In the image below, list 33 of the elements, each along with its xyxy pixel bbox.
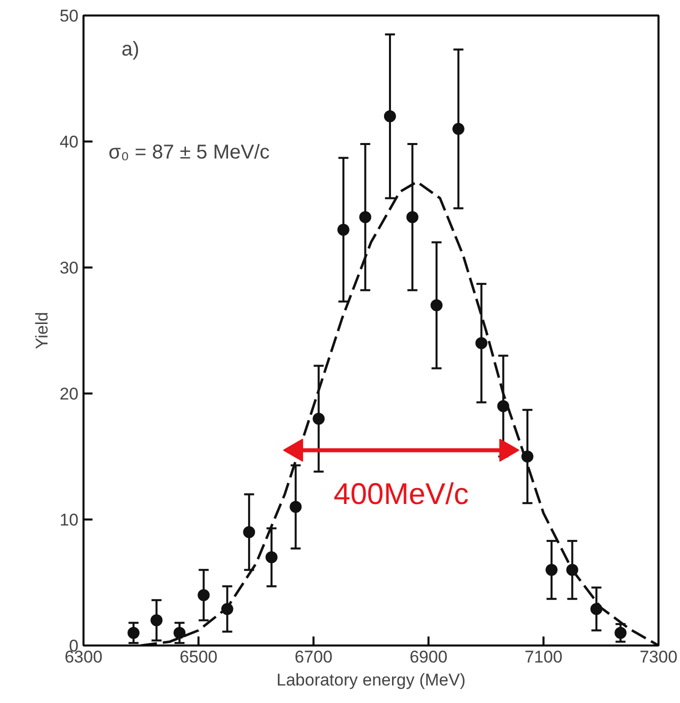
point [384, 110, 396, 122]
point [290, 500, 302, 513]
point [198, 589, 210, 602]
y-tick-label: 20 [60, 384, 79, 404]
x-tick-label: 7100 [524, 648, 562, 666]
point [174, 626, 186, 639]
point [452, 122, 464, 135]
y-axis-title: Yield [32, 312, 52, 350]
y-tick-label: 30 [60, 258, 79, 278]
annotation: σ₀ = 87 ± 5 MeV/c [108, 142, 270, 164]
x-tick-label: 6700 [294, 648, 332, 666]
point [497, 400, 510, 412]
point [614, 626, 627, 639]
x-tick-label: 6900 [410, 648, 448, 666]
y-tick-label: 10 [60, 510, 79, 530]
x-tick-label: 7300 [640, 648, 678, 666]
point [128, 626, 140, 639]
point [266, 551, 278, 564]
x-axis-title: Laboratory energy (MeV) [276, 670, 466, 690]
point [243, 526, 256, 538]
annotation: a) [122, 38, 140, 60]
y-tick-label: 50 [60, 6, 79, 26]
point [546, 564, 558, 576]
x-tick-label: 6500 [180, 648, 218, 666]
point [406, 211, 418, 224]
point [337, 224, 350, 236]
point [312, 412, 325, 425]
point [430, 299, 443, 312]
point [475, 337, 488, 350]
point [359, 211, 372, 224]
point [150, 614, 163, 626]
series-label: 400MeV/c [334, 478, 469, 512]
y-tick-label: 40 [60, 132, 79, 152]
